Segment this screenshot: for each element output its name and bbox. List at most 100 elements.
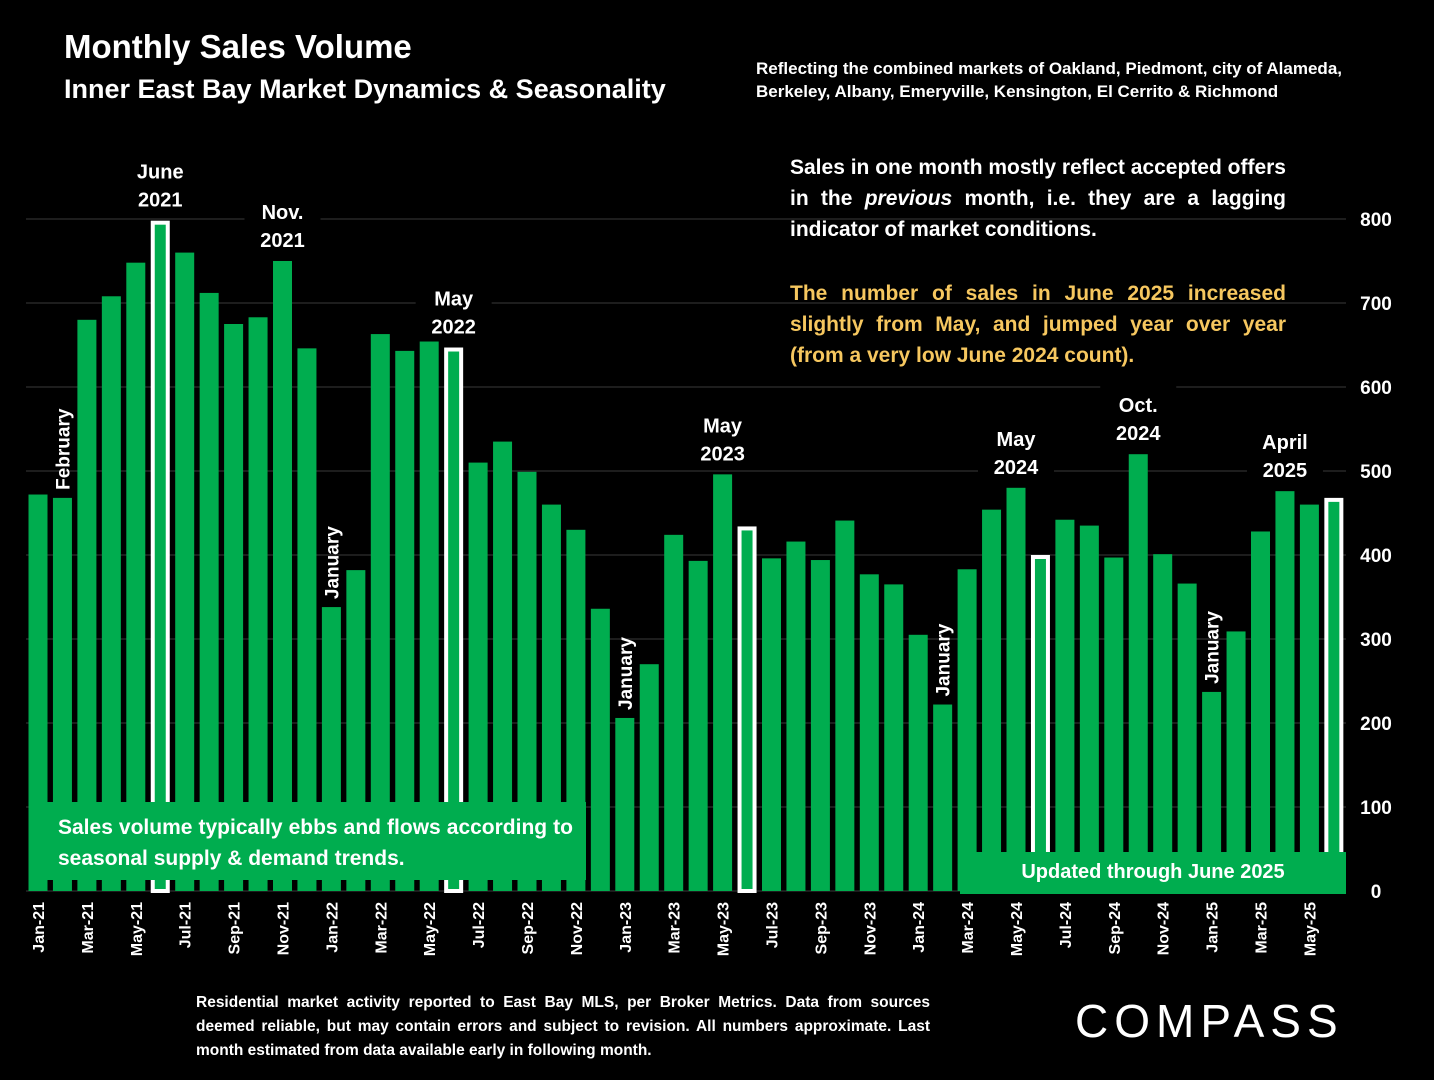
bar xyxy=(590,608,610,891)
bar-highlighted xyxy=(1324,497,1344,893)
bar xyxy=(395,350,415,891)
annotation-label: 2024 xyxy=(1116,423,1161,445)
x-tick-label: Jan-22 xyxy=(324,902,341,953)
annotation-label: April xyxy=(1262,432,1308,454)
bar xyxy=(297,348,317,891)
x-tick-label: Sep-21 xyxy=(227,902,244,955)
annotation-label: 2021 xyxy=(260,230,305,252)
y-tick-label: 400 xyxy=(1360,546,1392,567)
bar xyxy=(664,534,684,891)
markets-line-2: Berkeley, Albany, Emeryville, Kensington… xyxy=(756,82,1279,101)
bar xyxy=(77,319,97,891)
bar xyxy=(859,574,879,891)
compass-logo: COMPASS xyxy=(1075,995,1344,1047)
y-tick-label: 200 xyxy=(1360,714,1392,735)
bar xyxy=(1055,519,1075,891)
bar xyxy=(1299,504,1319,891)
bar xyxy=(1153,554,1173,891)
x-tick-label: Sep-24 xyxy=(1107,902,1124,955)
lag-note-emphasis: previous xyxy=(864,187,953,210)
source-footnote: Residential market activity reported to … xyxy=(196,994,930,1059)
x-tick-label: Mar-23 xyxy=(667,902,684,954)
x-tick-label: Jul-22 xyxy=(471,902,488,948)
x-tick-label: Nov-24 xyxy=(1156,902,1173,955)
x-tick-label: May-23 xyxy=(716,902,733,956)
bar xyxy=(810,560,830,891)
bar xyxy=(615,717,635,891)
annotation-label: June xyxy=(137,162,184,184)
x-tick-label: Nov-23 xyxy=(862,902,879,955)
bar xyxy=(1128,454,1148,891)
bar-highlighted xyxy=(150,220,170,893)
bar xyxy=(1226,631,1246,891)
annotation-bg xyxy=(415,279,492,342)
bar xyxy=(639,664,659,891)
annotation-label: 2021 xyxy=(138,190,183,212)
x-tick-label: Jan-23 xyxy=(618,902,635,953)
x-tick-label: May-21 xyxy=(129,902,146,956)
bar xyxy=(1104,557,1124,891)
bar xyxy=(248,317,268,891)
x-tick-label: Sep-23 xyxy=(813,902,830,955)
annotation-label: May xyxy=(997,429,1037,451)
bar xyxy=(1177,583,1197,891)
x-tick-label: May-22 xyxy=(422,902,439,956)
x-tick-label: Nov-22 xyxy=(569,902,586,955)
bar xyxy=(370,334,390,892)
bar xyxy=(468,462,488,891)
annotation-label: January xyxy=(322,526,343,599)
bar xyxy=(908,634,928,891)
y-tick-label: 100 xyxy=(1360,798,1392,819)
annotation-bg xyxy=(1246,423,1323,486)
annotation-label: 2023 xyxy=(700,443,745,465)
x-tick-label: Sep-22 xyxy=(520,902,537,955)
annotation-bg xyxy=(978,419,1054,482)
chart-subtitle: Inner East Bay Market Dynamics & Seasona… xyxy=(64,74,666,104)
y-tick-label: 0 xyxy=(1371,882,1382,903)
lag-note-prefix: Sales in one month mostly reflect accept… xyxy=(790,156,1286,210)
y-tick-label: 600 xyxy=(1360,378,1392,399)
bar xyxy=(884,584,904,891)
x-tick-label: Jan-25 xyxy=(1205,902,1222,953)
x-tick-label: Jan-21 xyxy=(31,902,48,953)
annotation-label: 2025 xyxy=(1263,460,1308,482)
x-tick-label: Mar-24 xyxy=(960,902,977,954)
updated-note-box: Updated through June 2025 xyxy=(960,852,1346,894)
seasonal-note: Sales volume typically ebbs and flows ac… xyxy=(58,816,573,870)
bar xyxy=(786,541,806,891)
annotation-bg xyxy=(122,152,199,215)
bar xyxy=(175,252,195,892)
bar xyxy=(762,558,781,891)
bar xyxy=(566,529,586,891)
x-tick-label: Jul-21 xyxy=(178,902,195,948)
y-tick-label: 800 xyxy=(1360,210,1392,231)
annotation-label: January xyxy=(934,623,955,696)
june-2025-note: The number of sales in June 2025 increas… xyxy=(790,282,1286,367)
bar xyxy=(688,560,708,891)
bar xyxy=(199,292,219,891)
x-tick-label: Jul-23 xyxy=(765,902,782,948)
markets-line-1: Reflecting the combined markets of Oakla… xyxy=(756,59,1342,78)
bar-highlighted xyxy=(444,347,464,893)
y-tick-label: 700 xyxy=(1360,294,1392,315)
bar xyxy=(1079,525,1099,891)
bar xyxy=(1006,487,1026,891)
bar xyxy=(101,296,121,891)
x-tick-label: May-25 xyxy=(1302,902,1319,956)
seasonal-note-box: Sales volume typically ebbs and flows ac… xyxy=(30,802,586,880)
bar xyxy=(126,262,146,891)
annotation-label: May xyxy=(434,289,474,311)
annotation-bg xyxy=(684,406,761,469)
y-tick-label: 500 xyxy=(1360,462,1392,483)
bar xyxy=(419,316,439,891)
x-tick-label: Jan-24 xyxy=(911,902,928,953)
markets-description: Reflecting the combined markets of Oakla… xyxy=(756,57,1342,103)
annotation-label: 2024 xyxy=(994,457,1039,479)
y-tick-label: 300 xyxy=(1360,630,1392,651)
bar xyxy=(52,497,72,891)
chart-title: Monthly Sales Volume xyxy=(64,28,412,65)
x-tick-label: Mar-22 xyxy=(373,902,390,954)
bar xyxy=(1275,491,1295,891)
bar xyxy=(1202,691,1222,891)
